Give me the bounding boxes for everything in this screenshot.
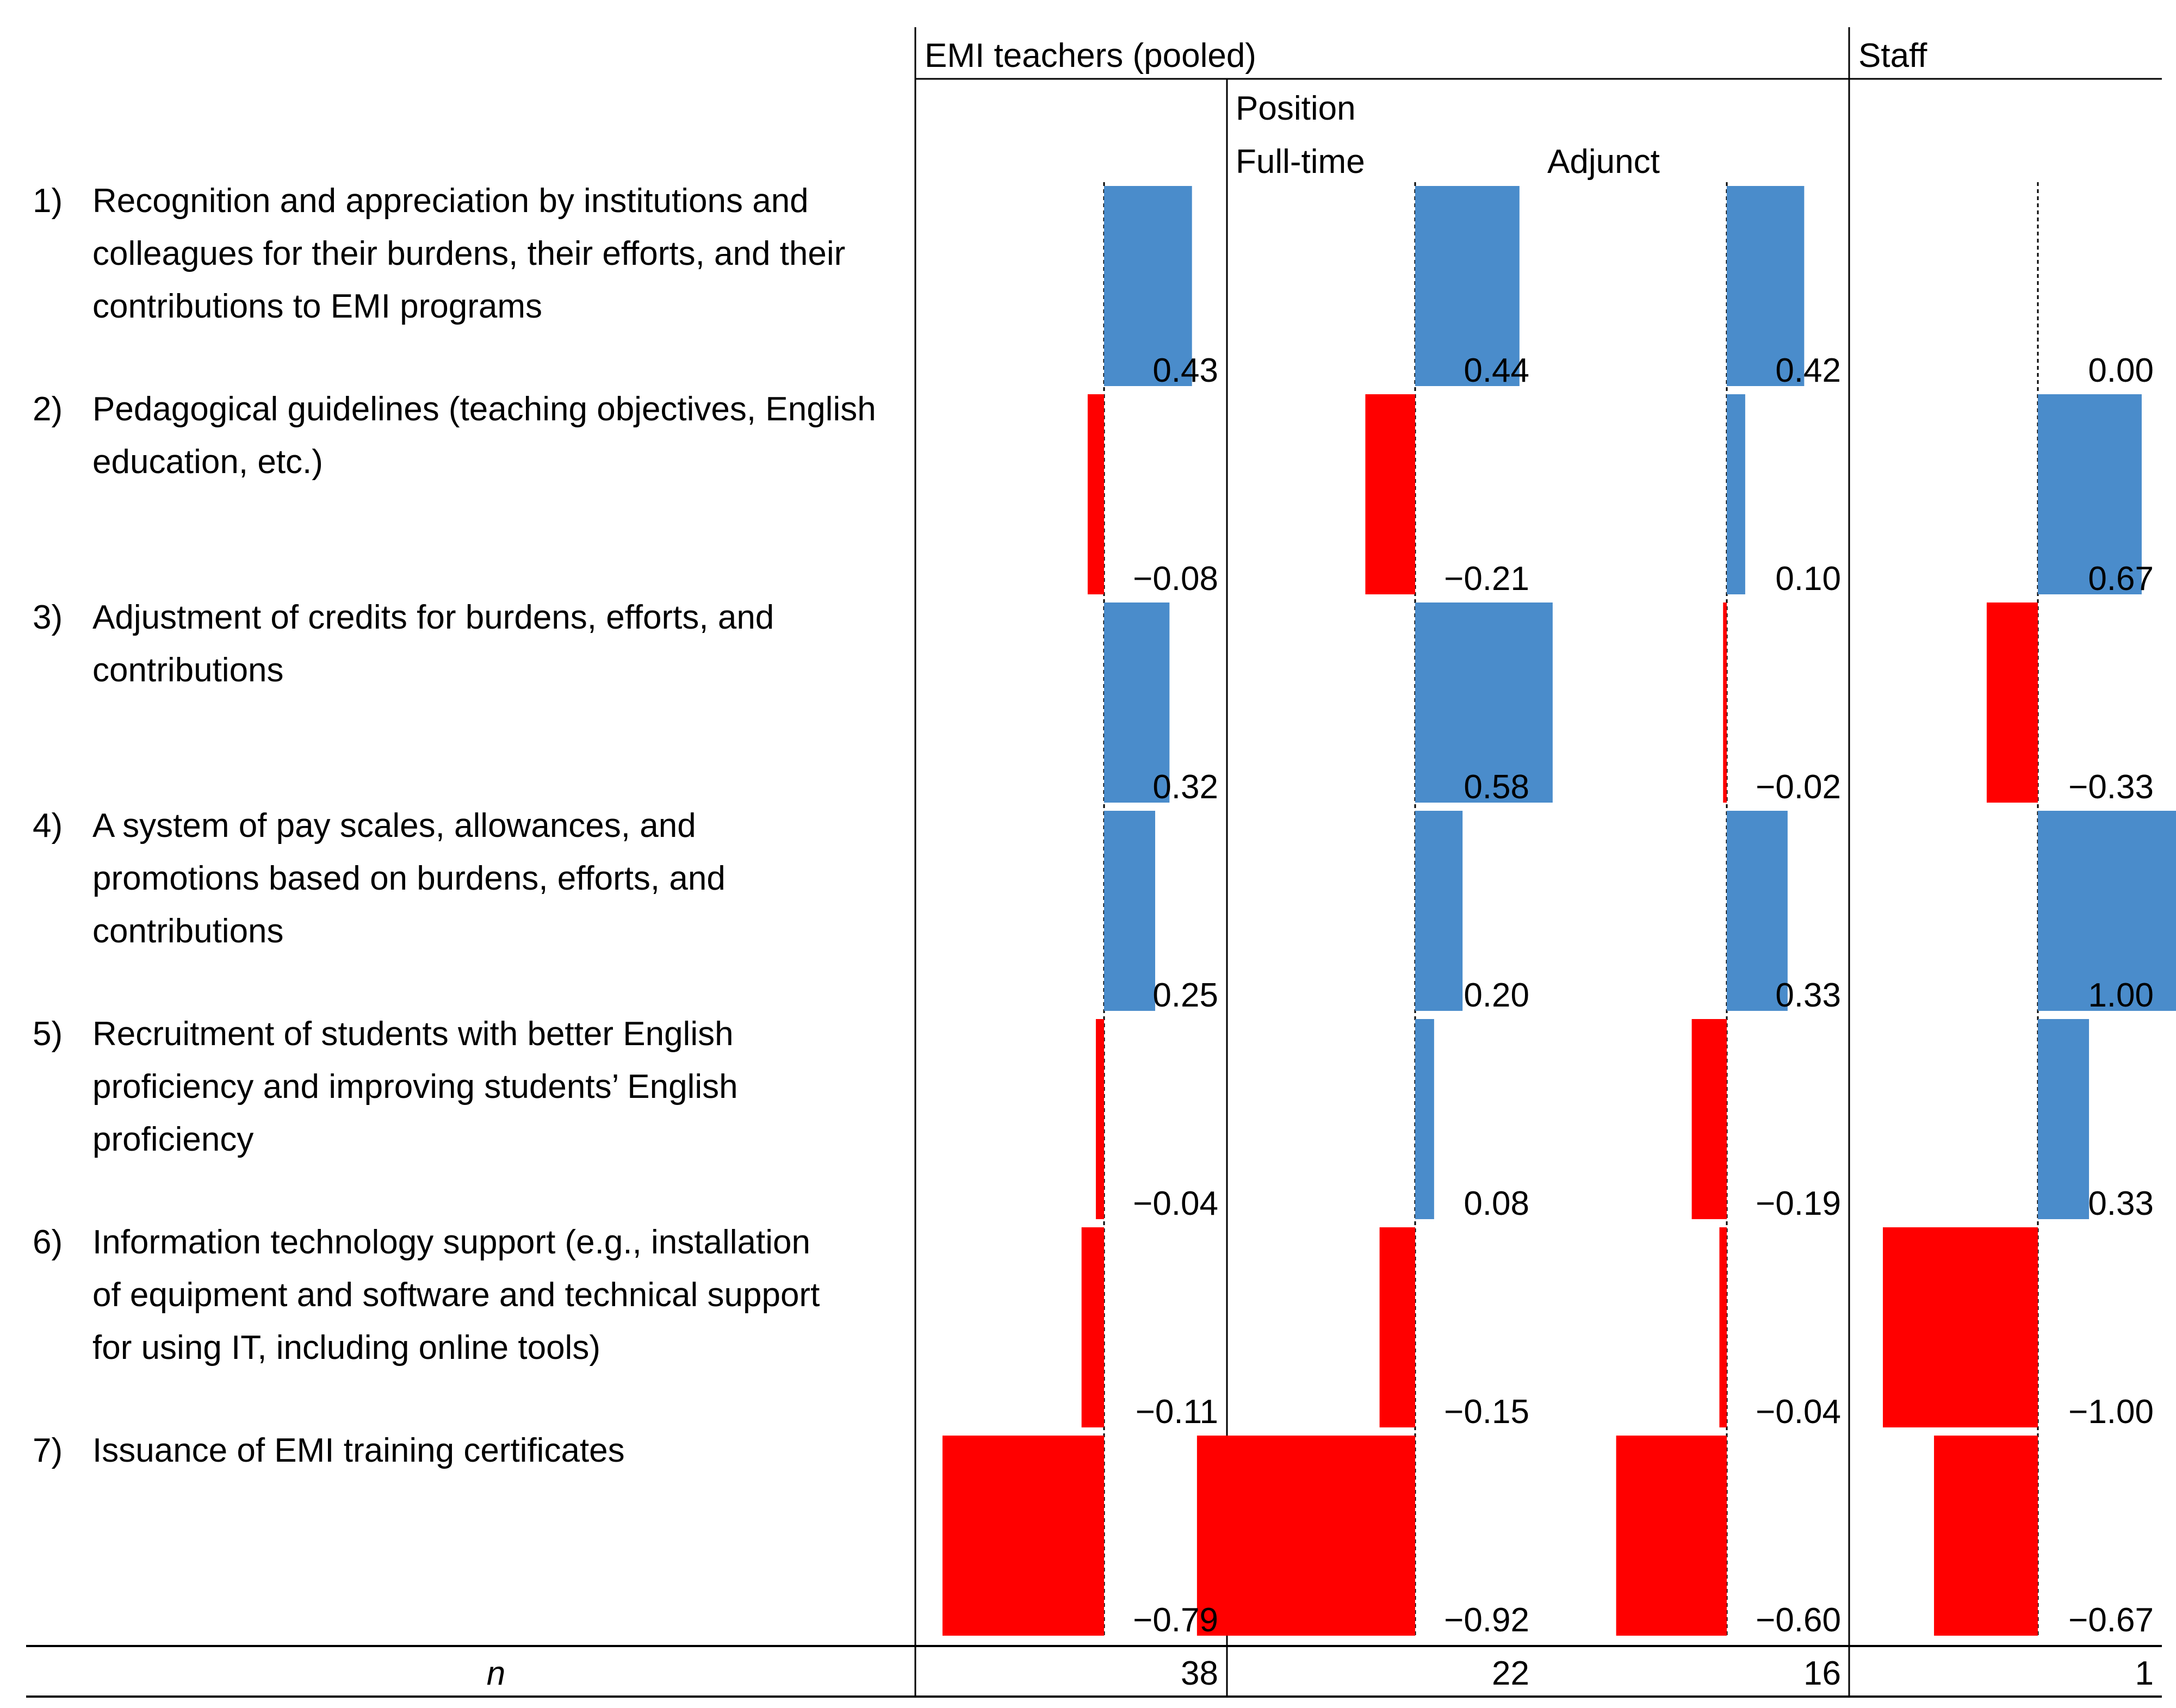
bar (2038, 1019, 2090, 1219)
item-number: 7) (33, 1432, 63, 1469)
data-label: 0.33 (2088, 1185, 2154, 1222)
bar (1081, 1227, 1104, 1427)
bar (1365, 394, 1415, 594)
bar (1934, 1436, 2038, 1636)
bar (2038, 394, 2142, 594)
data-label: 0.00 (2088, 352, 2154, 389)
data-label: −0.21 (1444, 560, 1529, 598)
data-label: −0.33 (2068, 768, 2154, 806)
bar (1197, 1436, 1415, 1636)
data-label: −0.79 (1133, 1601, 1218, 1639)
bar (1087, 394, 1104, 594)
data-label: −1.00 (2068, 1393, 2154, 1431)
data-label: 0.58 (1464, 768, 1529, 806)
header-pooled: EMI teachers (pooled) (925, 37, 1256, 74)
bar (1415, 811, 1463, 1011)
item-label-line: contributions to EMI programs (92, 288, 542, 325)
item-label-line: promotions based on burdens, efforts, an… (92, 860, 726, 897)
item-label-line: Issuance of EMI training certificates (92, 1432, 625, 1469)
item-number: 4) (33, 807, 63, 844)
item-label-line: contributions (92, 651, 284, 689)
item-label-line: A system of pay scales, allowances, and (92, 807, 696, 844)
item-number: 3) (33, 599, 63, 636)
item-label-line: for using IT, including online tools) (92, 1329, 600, 1367)
bar (1415, 1019, 1434, 1219)
n-value: 38 (1181, 1655, 1218, 1692)
data-label: −0.04 (1756, 1393, 1841, 1431)
item-label-line: colleagues for their burdens, their effo… (92, 235, 845, 272)
data-label: 0.42 (1775, 352, 1841, 389)
item-label-line: proficiency (92, 1121, 253, 1158)
bar (1616, 1436, 1727, 1636)
value-labels: 0.43 −0.08 0.32 0.25 −0.04 −0.11 −0.79 0.44 −0.2… (1133, 352, 2154, 1639)
column-headers: EMI teachers (pooled) Position Full-time… (925, 37, 1927, 181)
bar (2038, 811, 2176, 1011)
bar (1415, 186, 1520, 386)
header-position: Position (1236, 90, 1356, 127)
n-value: 16 (1803, 1655, 1841, 1692)
data-label: 0.33 (1775, 977, 1841, 1014)
data-label: −0.19 (1756, 1185, 1841, 1222)
data-label: −0.04 (1133, 1185, 1218, 1222)
bar (1415, 603, 1553, 803)
bar (1727, 186, 1805, 386)
header-fulltime: Full-time (1236, 143, 1365, 181)
item-label-line: Adjustment of credits for burdens, effor… (92, 599, 774, 636)
item-label-line: contributions (92, 912, 284, 950)
bar (1691, 1019, 1727, 1219)
item-number: 2) (33, 390, 63, 428)
data-label: −0.02 (1756, 768, 1841, 806)
data-label: 0.10 (1775, 560, 1841, 598)
bar (1727, 394, 1745, 594)
data-label: −0.67 (2068, 1601, 2154, 1639)
n-value: 22 (1492, 1655, 1529, 1692)
item-label-line: Pedagogical guidelines (teaching objecti… (92, 390, 876, 428)
n-row: n 38 22 16 1 (487, 1655, 2154, 1692)
data-label: 0.20 (1464, 977, 1529, 1014)
data-label: 0.08 (1464, 1185, 1529, 1222)
data-label: −0.08 (1133, 560, 1218, 598)
item-label-line: Recognition and appreciation by institut… (92, 182, 809, 220)
item-label-line: of equipment and software and technical … (92, 1276, 820, 1314)
item-labels: 1) Recognition and appreciation by instit… (33, 182, 876, 1469)
bar (1104, 811, 1155, 1011)
data-label: 1.00 (2088, 977, 2154, 1014)
data-label: −0.11 (1136, 1393, 1218, 1431)
item-label-line: Information technology support (e.g., in… (92, 1223, 810, 1261)
data-label: 0.44 (1464, 352, 1529, 389)
item-label-line: education, etc.) (92, 443, 323, 481)
bar (1727, 811, 1788, 1011)
item-label-line: Recruitment of students with better Engl… (92, 1015, 734, 1053)
bar (1723, 603, 1727, 803)
data-label: 0.67 (2088, 560, 2154, 598)
data-label: −0.15 (1444, 1393, 1529, 1431)
bar (1379, 1227, 1415, 1427)
n-label: n (487, 1655, 505, 1692)
bars (942, 186, 2176, 1636)
data-label: −0.60 (1756, 1601, 1841, 1639)
bar (1104, 186, 1192, 386)
bar (1883, 1227, 2038, 1427)
item-number: 6) (33, 1223, 63, 1261)
bar (1095, 1019, 1104, 1219)
item-number: 1) (33, 182, 63, 220)
item-label-line: proficiency and improving students’ Engl… (92, 1068, 738, 1105)
data-label: 0.25 (1152, 977, 1218, 1014)
data-label: −0.92 (1444, 1601, 1529, 1639)
bar (1104, 603, 1170, 803)
bar (1986, 603, 2038, 803)
header-staff: Staff (1858, 37, 1927, 74)
n-value: 1 (2135, 1655, 2154, 1692)
bar (942, 1436, 1104, 1636)
header-adjunct: Adjunct (1547, 143, 1660, 181)
bar (1719, 1227, 1727, 1427)
data-label: 0.43 (1152, 352, 1218, 389)
item-number: 5) (33, 1015, 63, 1053)
data-label: 0.32 (1152, 768, 1218, 806)
